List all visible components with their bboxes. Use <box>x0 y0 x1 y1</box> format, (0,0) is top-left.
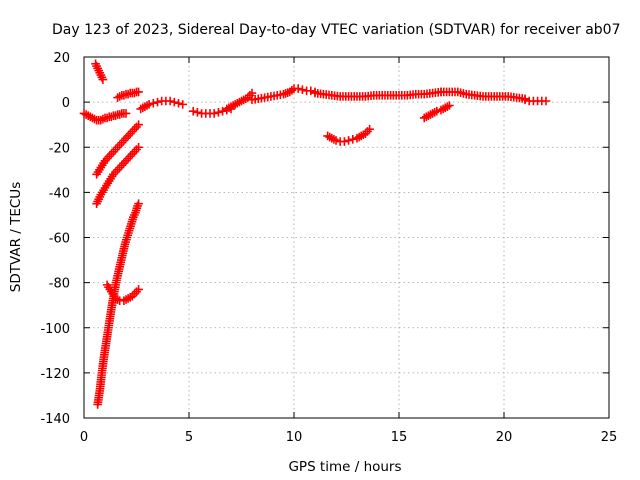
data-point <box>541 96 551 106</box>
data-point <box>170 97 179 107</box>
series-arc-top-spike <box>91 59 108 84</box>
data-point <box>209 109 219 118</box>
series-arc-bowl <box>102 280 143 305</box>
series-arc-upper-ramp <box>92 120 143 179</box>
series-arc-main-a <box>247 84 320 105</box>
series-arc-dip-12 <box>323 124 374 146</box>
series-arc-early-flat <box>79 109 131 125</box>
data-point <box>134 120 143 129</box>
data-point <box>193 107 202 117</box>
data-point <box>153 97 162 107</box>
data-point <box>121 109 131 118</box>
data-point <box>134 142 143 152</box>
data-point <box>445 101 454 110</box>
series-arc-mid-a <box>136 96 187 114</box>
data-point <box>178 100 187 109</box>
series-arc-tail <box>520 95 551 106</box>
data-point <box>340 137 349 146</box>
data-point <box>365 124 374 134</box>
chart-title: Day 123 of 2023, Sidereal Day-to-day VTE… <box>52 22 621 38</box>
series-arc-lower-ramp <box>92 142 143 208</box>
series-arc-rise-8 <box>222 88 257 114</box>
points-layer <box>79 59 551 409</box>
series-arc-small-rise <box>113 87 143 102</box>
series-arc-rise-17 <box>419 101 454 123</box>
data-point <box>165 96 175 106</box>
data-point <box>432 106 442 116</box>
y-tick-label: -100 <box>40 322 70 337</box>
data-point <box>134 285 143 294</box>
y-tick-label: 20 <box>53 51 70 66</box>
data-point <box>144 100 154 109</box>
x-tick-label: 10 <box>286 430 303 445</box>
data-point <box>247 88 257 98</box>
y-axis-label: SDTVAR / TECUs <box>8 182 24 292</box>
data-point <box>331 136 341 145</box>
y-tick-label: -80 <box>49 277 70 292</box>
data-point <box>134 199 143 208</box>
y-tick-label: -20 <box>49 141 70 156</box>
data-point <box>214 107 223 117</box>
y-tick-label: -140 <box>40 412 70 427</box>
data-point <box>149 98 158 108</box>
x-tick-label: 5 <box>185 430 193 445</box>
y-tick-label: -40 <box>49 186 70 201</box>
data-point <box>348 135 358 144</box>
plot-frame <box>83 56 610 419</box>
data-point <box>174 98 183 108</box>
series-arc-steep-ramp <box>93 199 143 409</box>
data-point <box>293 84 303 93</box>
x-axis-label: GPS time / hours <box>288 459 401 475</box>
x-tick-label: 25 <box>601 430 618 445</box>
y-tick-label: 0 <box>62 96 70 111</box>
y-tick-label: -60 <box>49 232 70 247</box>
data-point <box>134 87 143 97</box>
data-point <box>520 95 530 105</box>
x-tick-label: 0 <box>80 430 88 445</box>
x-tick-label: 15 <box>391 430 408 445</box>
ticks-layer: 0 5 10 15 20 25 -140 -120 -100 -80 -60 -40 -20 0 20 <box>40 51 617 445</box>
y-tick-label: -120 <box>40 367 70 382</box>
x-tick-label: 20 <box>496 430 513 445</box>
data-point <box>344 136 353 145</box>
data-point <box>188 106 198 116</box>
data-point <box>98 75 108 84</box>
data-point <box>298 85 307 95</box>
